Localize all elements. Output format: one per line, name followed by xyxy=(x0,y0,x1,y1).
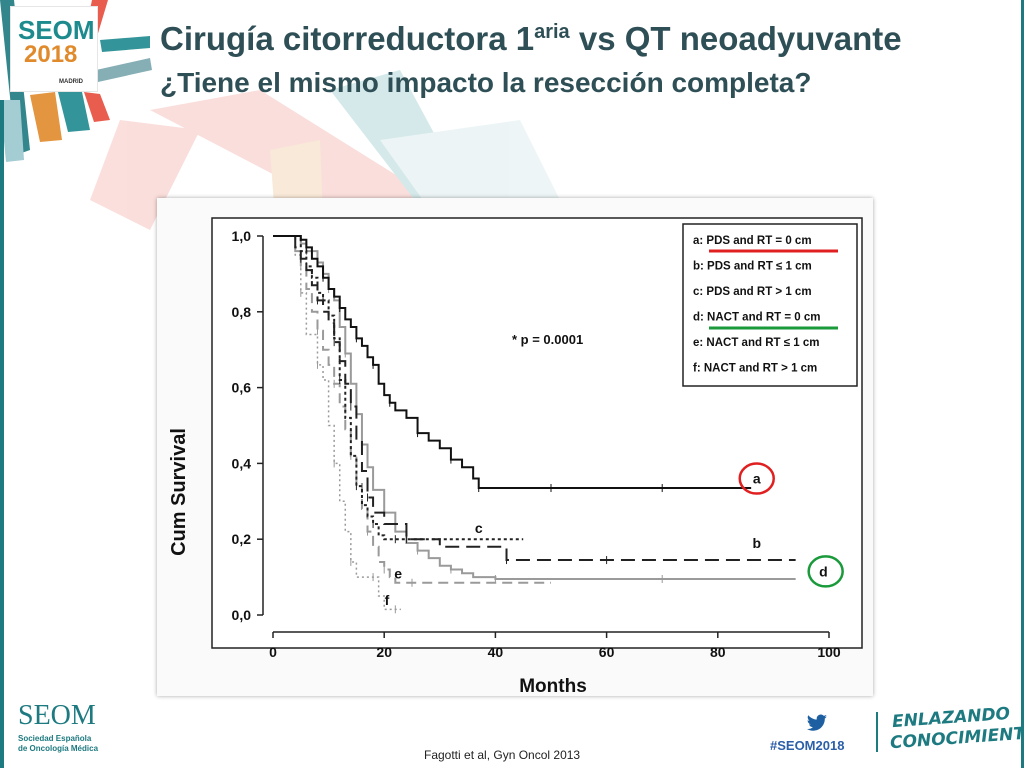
slide-title: Cirugía citorreductora 1aria vs QT neoad… xyxy=(160,20,902,58)
kaplan-meier-chart: 0,0 0,2 0,4 0,6 0,8 1,0 0 20 40 60 80 100 a b c d ef a:… xyxy=(168,217,863,696)
left-edge-bar xyxy=(0,100,4,768)
logo-year: 2018 xyxy=(24,41,78,68)
y-tick-label: 0,4 xyxy=(232,455,252,471)
event-hashtag: #SEOM2018 xyxy=(770,738,845,753)
title-rest: vs QT neoadyuvante xyxy=(569,20,902,57)
seom-footer-logo: SEOM xyxy=(18,700,96,731)
legend-entry-f: f: NACT and RT > 1 cm xyxy=(693,363,817,375)
x-tick-label: 20 xyxy=(376,644,392,660)
legend-entry-d: d: NACT and RT = 0 cm xyxy=(693,312,820,324)
twitter-icon xyxy=(806,714,827,731)
x-tick-label: 40 xyxy=(488,644,504,660)
x-tick-label: 100 xyxy=(817,644,841,660)
chart-curves: a b c d ef xyxy=(273,235,844,614)
highlight-circle-d xyxy=(807,555,844,588)
y-axis-label: Cum Survival xyxy=(168,428,190,556)
title-main: Cirugía citorreductora 1 xyxy=(160,20,535,57)
y-tick-label: 0,0 xyxy=(232,607,252,623)
legend-entry-e: e: NACT and RT ≤ 1 cm xyxy=(693,337,819,349)
y-tick-label: 0,8 xyxy=(232,304,252,320)
survival-curve-b xyxy=(273,235,796,562)
survival-curve-c xyxy=(273,235,524,541)
highlight-circle-a xyxy=(738,462,775,495)
seom-full-name: Sociedad Española de Oncología Médica xyxy=(18,734,98,754)
org-line-1: Sociedad Española xyxy=(18,734,92,743)
y-tick-label: 0,2 xyxy=(232,531,252,547)
chart-legend: a: PDS and RT = 0 cm b: PDS and RT ≤ 1 cm… xyxy=(682,223,858,387)
x-tick-label: 80 xyxy=(710,644,726,660)
curve-label-e: e xyxy=(394,565,402,581)
citation: Fagotti et al, Gyn Oncol 2013 xyxy=(424,748,581,762)
legend-entry-b: b: PDS and RT ≤ 1 cm xyxy=(693,261,812,273)
x-tick-label: 60 xyxy=(599,644,615,660)
legend-entry-c: c: PDS and RT > 1 cm xyxy=(693,286,812,298)
seom-2018-logo: SEOM 2018 MADRID xyxy=(10,6,98,92)
slide-subtitle: ¿Tiene el mismo impacto la resección com… xyxy=(160,67,812,98)
curve-label-a: a xyxy=(753,471,761,487)
logo-brand: SEOM xyxy=(18,15,95,45)
logo-city: MADRID xyxy=(59,79,83,85)
legend-entry-a: a: PDS and RT = 0 cm xyxy=(693,235,812,247)
org-line-2: de Oncología Médica xyxy=(18,744,99,753)
curve-label-b: b xyxy=(752,535,761,551)
footer-separator xyxy=(876,712,878,752)
survival-curve-e xyxy=(273,235,551,584)
survival-curve-a xyxy=(273,235,752,490)
x-axis-label: Months xyxy=(519,676,587,696)
y-tick-label: 0,6 xyxy=(232,380,252,396)
curve-label-d: d xyxy=(819,563,828,579)
curve-label-c: c xyxy=(475,520,483,536)
y-tick-label: 1,0 xyxy=(232,228,252,244)
p-value-annotation: * p = 0.0001 xyxy=(512,332,583,347)
title-superscript: aria xyxy=(534,21,570,43)
curve-label-f: f xyxy=(385,592,390,608)
right-edge-bar xyxy=(1021,0,1024,768)
x-tick-label: 0 xyxy=(269,644,277,660)
survival-curve-f xyxy=(273,235,401,611)
